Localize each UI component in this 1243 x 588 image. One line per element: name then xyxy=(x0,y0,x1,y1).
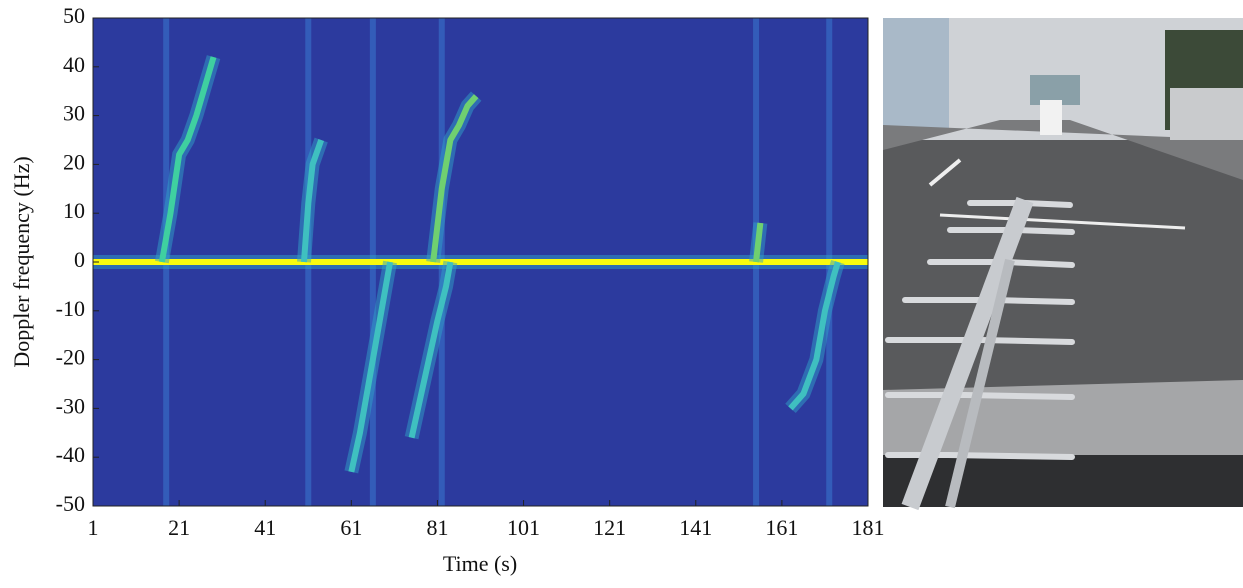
y-tick-label: -50 xyxy=(56,491,85,516)
y-tick-label: 20 xyxy=(63,149,85,174)
y-tick-label: 30 xyxy=(63,101,85,126)
x-tick-label: 81 xyxy=(426,515,448,540)
y-tick-label: 40 xyxy=(63,52,85,77)
doppler-trace xyxy=(430,94,479,263)
doppler-trace xyxy=(408,261,454,439)
photo xyxy=(883,18,1243,511)
x-tick-label: 141 xyxy=(679,515,712,540)
x-tick-label: 181 xyxy=(852,515,885,540)
x-tick-label: 41 xyxy=(254,515,276,540)
x-tick-label: 161 xyxy=(765,515,798,540)
x-tick-label: 61 xyxy=(340,515,362,540)
doppler-trace xyxy=(753,222,764,263)
x-tick-label: 1 xyxy=(88,515,99,540)
y-tick-label: -30 xyxy=(56,393,85,418)
x-axis-label: Time (s) xyxy=(443,551,517,576)
y-tick-label: 10 xyxy=(63,198,85,223)
doppler-trace xyxy=(348,261,394,473)
y-tick-label: -10 xyxy=(56,296,85,321)
y-axis-label: Doppler frequency (Hz) xyxy=(9,156,34,367)
x-tick-label: 121 xyxy=(593,515,626,540)
y-tick-label: 50 xyxy=(63,3,85,28)
y-tick-label: -40 xyxy=(56,442,85,467)
doppler-trace xyxy=(158,56,217,263)
x-tick-label: 21 xyxy=(168,515,190,540)
doppler-trace xyxy=(300,139,325,263)
x-tick-label: 101 xyxy=(507,515,540,540)
y-tick-label: 0 xyxy=(74,247,85,272)
doppler-trace xyxy=(788,261,841,411)
y-tick-label: -20 xyxy=(56,345,85,370)
